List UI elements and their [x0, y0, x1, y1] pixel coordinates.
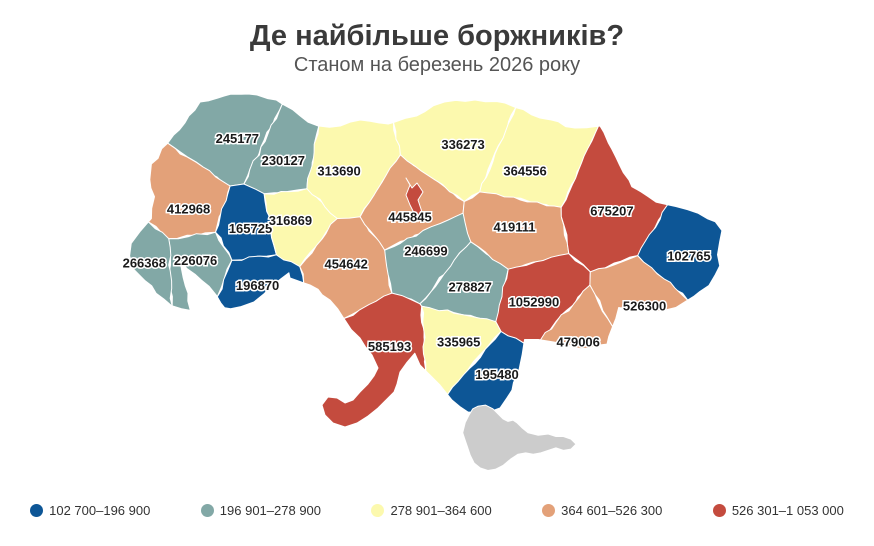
svg-text:245177: 245177: [216, 131, 259, 146]
svg-text:336273: 336273: [441, 137, 484, 152]
svg-text:364556: 364556: [503, 164, 546, 179]
svg-text:165725: 165725: [229, 221, 272, 236]
svg-text:454642: 454642: [325, 257, 368, 272]
svg-text:102765: 102765: [667, 249, 710, 264]
svg-text:266368: 266368: [123, 256, 166, 271]
svg-text:675207: 675207: [590, 203, 633, 218]
svg-text:313690: 313690: [317, 164, 360, 179]
svg-text:226076: 226076: [174, 253, 217, 268]
svg-text:412968: 412968: [167, 202, 210, 217]
svg-text:195480: 195480: [475, 367, 518, 382]
svg-text:246699: 246699: [404, 243, 447, 258]
svg-text:335965: 335965: [437, 335, 480, 350]
svg-text:445845: 445845: [388, 210, 431, 225]
svg-text:278827: 278827: [449, 280, 492, 295]
svg-text:419111: 419111: [494, 219, 536, 234]
svg-text:316869: 316869: [269, 213, 312, 228]
svg-text:196870: 196870: [236, 278, 279, 293]
svg-text:526300: 526300: [623, 298, 666, 313]
svg-text:1052990: 1052990: [509, 295, 560, 310]
svg-text:479006: 479006: [557, 335, 600, 350]
svg-text:230127: 230127: [262, 153, 305, 168]
svg-text:585193: 585193: [368, 339, 411, 354]
